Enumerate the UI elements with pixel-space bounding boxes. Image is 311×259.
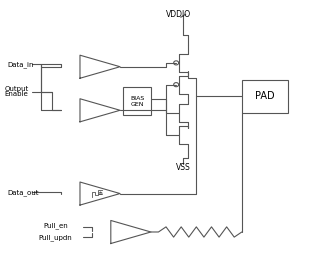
Text: BIAS
GEN: BIAS GEN [130, 96, 144, 107]
Text: Output: Output [4, 85, 29, 91]
Bar [242, 80, 288, 113]
Text: Pull_en: Pull_en [43, 222, 68, 229]
Text: Data_out: Data_out [7, 189, 39, 196]
Text: Pull_updn: Pull_updn [38, 234, 72, 241]
Bar [123, 87, 151, 116]
Text: ⏏: ⏏ [97, 191, 103, 196]
Text: VDDIO: VDDIO [166, 10, 191, 19]
Text: VSS: VSS [176, 163, 191, 172]
Text: Data_in: Data_in [7, 61, 34, 68]
Text: Enable: Enable [4, 91, 28, 97]
Text: PAD: PAD [255, 91, 275, 101]
